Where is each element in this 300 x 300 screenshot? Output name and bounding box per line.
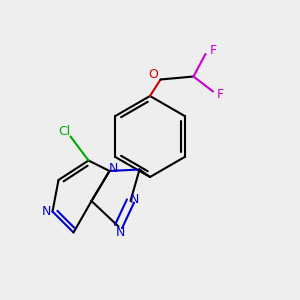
Text: N: N [129, 193, 139, 206]
Text: F: F [217, 88, 224, 101]
Text: F: F [209, 44, 217, 58]
Text: Cl: Cl [58, 125, 70, 139]
Text: N: N [115, 226, 125, 239]
Text: N: N [42, 205, 51, 218]
Text: O: O [148, 68, 158, 82]
Text: N: N [108, 161, 118, 175]
